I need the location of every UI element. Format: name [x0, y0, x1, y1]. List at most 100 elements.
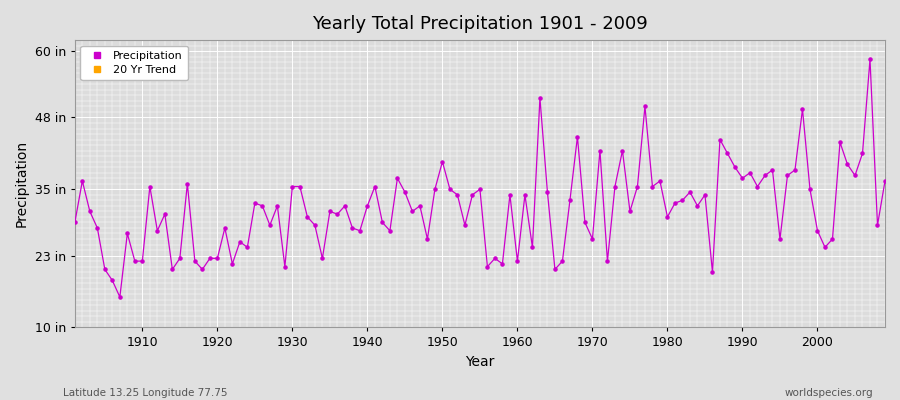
Point [285, 183, 300, 190]
Point [810, 228, 824, 234]
Point [818, 244, 832, 250]
Point [225, 261, 239, 267]
Text: worldspecies.org: worldspecies.org [785, 388, 873, 398]
Point [855, 150, 869, 156]
Point [398, 189, 412, 195]
Point [562, 197, 577, 204]
Point [353, 228, 367, 234]
Point [346, 225, 360, 231]
Point [630, 183, 644, 190]
Point [841, 161, 855, 168]
Point [202, 255, 217, 262]
Point [878, 178, 892, 184]
Point [173, 255, 187, 262]
Point [533, 95, 547, 101]
Point [472, 186, 487, 192]
Point [585, 236, 599, 242]
Point [428, 186, 442, 192]
Point [270, 203, 284, 209]
Point [97, 266, 112, 273]
Point [796, 106, 810, 112]
Point [218, 225, 232, 231]
Point [518, 192, 532, 198]
Point [765, 167, 779, 173]
Point [623, 208, 637, 214]
Point [135, 258, 149, 264]
Point [540, 189, 554, 195]
Point [495, 261, 509, 267]
Point [803, 186, 817, 192]
Point [436, 158, 450, 165]
Point [780, 172, 795, 179]
Point [645, 183, 660, 190]
Point [142, 183, 157, 190]
Point [661, 214, 675, 220]
Point [263, 222, 277, 228]
Point [105, 277, 120, 284]
Point [120, 230, 134, 237]
Point [742, 170, 757, 176]
Point [481, 264, 495, 270]
Point [465, 192, 480, 198]
Point [166, 266, 180, 273]
Point [240, 244, 255, 250]
Point [720, 150, 734, 156]
Point [825, 236, 840, 242]
Point [713, 136, 727, 143]
Point [90, 225, 104, 231]
Point [150, 228, 165, 234]
Point [616, 148, 630, 154]
Point [458, 222, 473, 228]
Point [301, 214, 315, 220]
Point [338, 203, 352, 209]
Point [278, 264, 293, 270]
Point [68, 219, 82, 226]
Point [382, 228, 397, 234]
Point [578, 219, 592, 226]
Point [413, 203, 428, 209]
Point [503, 192, 517, 198]
Point [128, 258, 142, 264]
Point [248, 200, 262, 206]
Point [555, 258, 570, 264]
Point [728, 164, 742, 170]
Point [368, 183, 382, 190]
Point [788, 167, 802, 173]
Point [315, 255, 329, 262]
Point [548, 266, 562, 273]
Point [751, 183, 765, 190]
Point [683, 189, 698, 195]
Point [330, 211, 345, 217]
Point [211, 255, 225, 262]
Point [158, 211, 172, 217]
Point [675, 197, 689, 204]
Legend: Precipitation, 20 Yr Trend: Precipitation, 20 Yr Trend [80, 46, 188, 80]
Point [308, 222, 322, 228]
Point [863, 56, 878, 63]
Point [832, 139, 847, 146]
Point [443, 186, 457, 192]
Y-axis label: Precipitation: Precipitation [15, 140, 29, 227]
Point [870, 222, 885, 228]
Point [690, 203, 705, 209]
Point [593, 148, 608, 154]
Title: Yearly Total Precipitation 1901 - 2009: Yearly Total Precipitation 1901 - 2009 [312, 15, 648, 33]
Point [698, 192, 712, 198]
Point [758, 172, 772, 179]
Point [83, 208, 97, 214]
Point [112, 294, 127, 300]
X-axis label: Year: Year [465, 355, 495, 369]
Point [773, 236, 788, 242]
Point [391, 175, 405, 182]
Point [848, 172, 862, 179]
Point [571, 134, 585, 140]
Point [188, 258, 202, 264]
Point [450, 192, 464, 198]
Point [233, 238, 248, 245]
Point [608, 183, 622, 190]
Point [360, 203, 374, 209]
Point [256, 203, 270, 209]
Point [510, 258, 525, 264]
Point [292, 183, 307, 190]
Point [195, 266, 210, 273]
